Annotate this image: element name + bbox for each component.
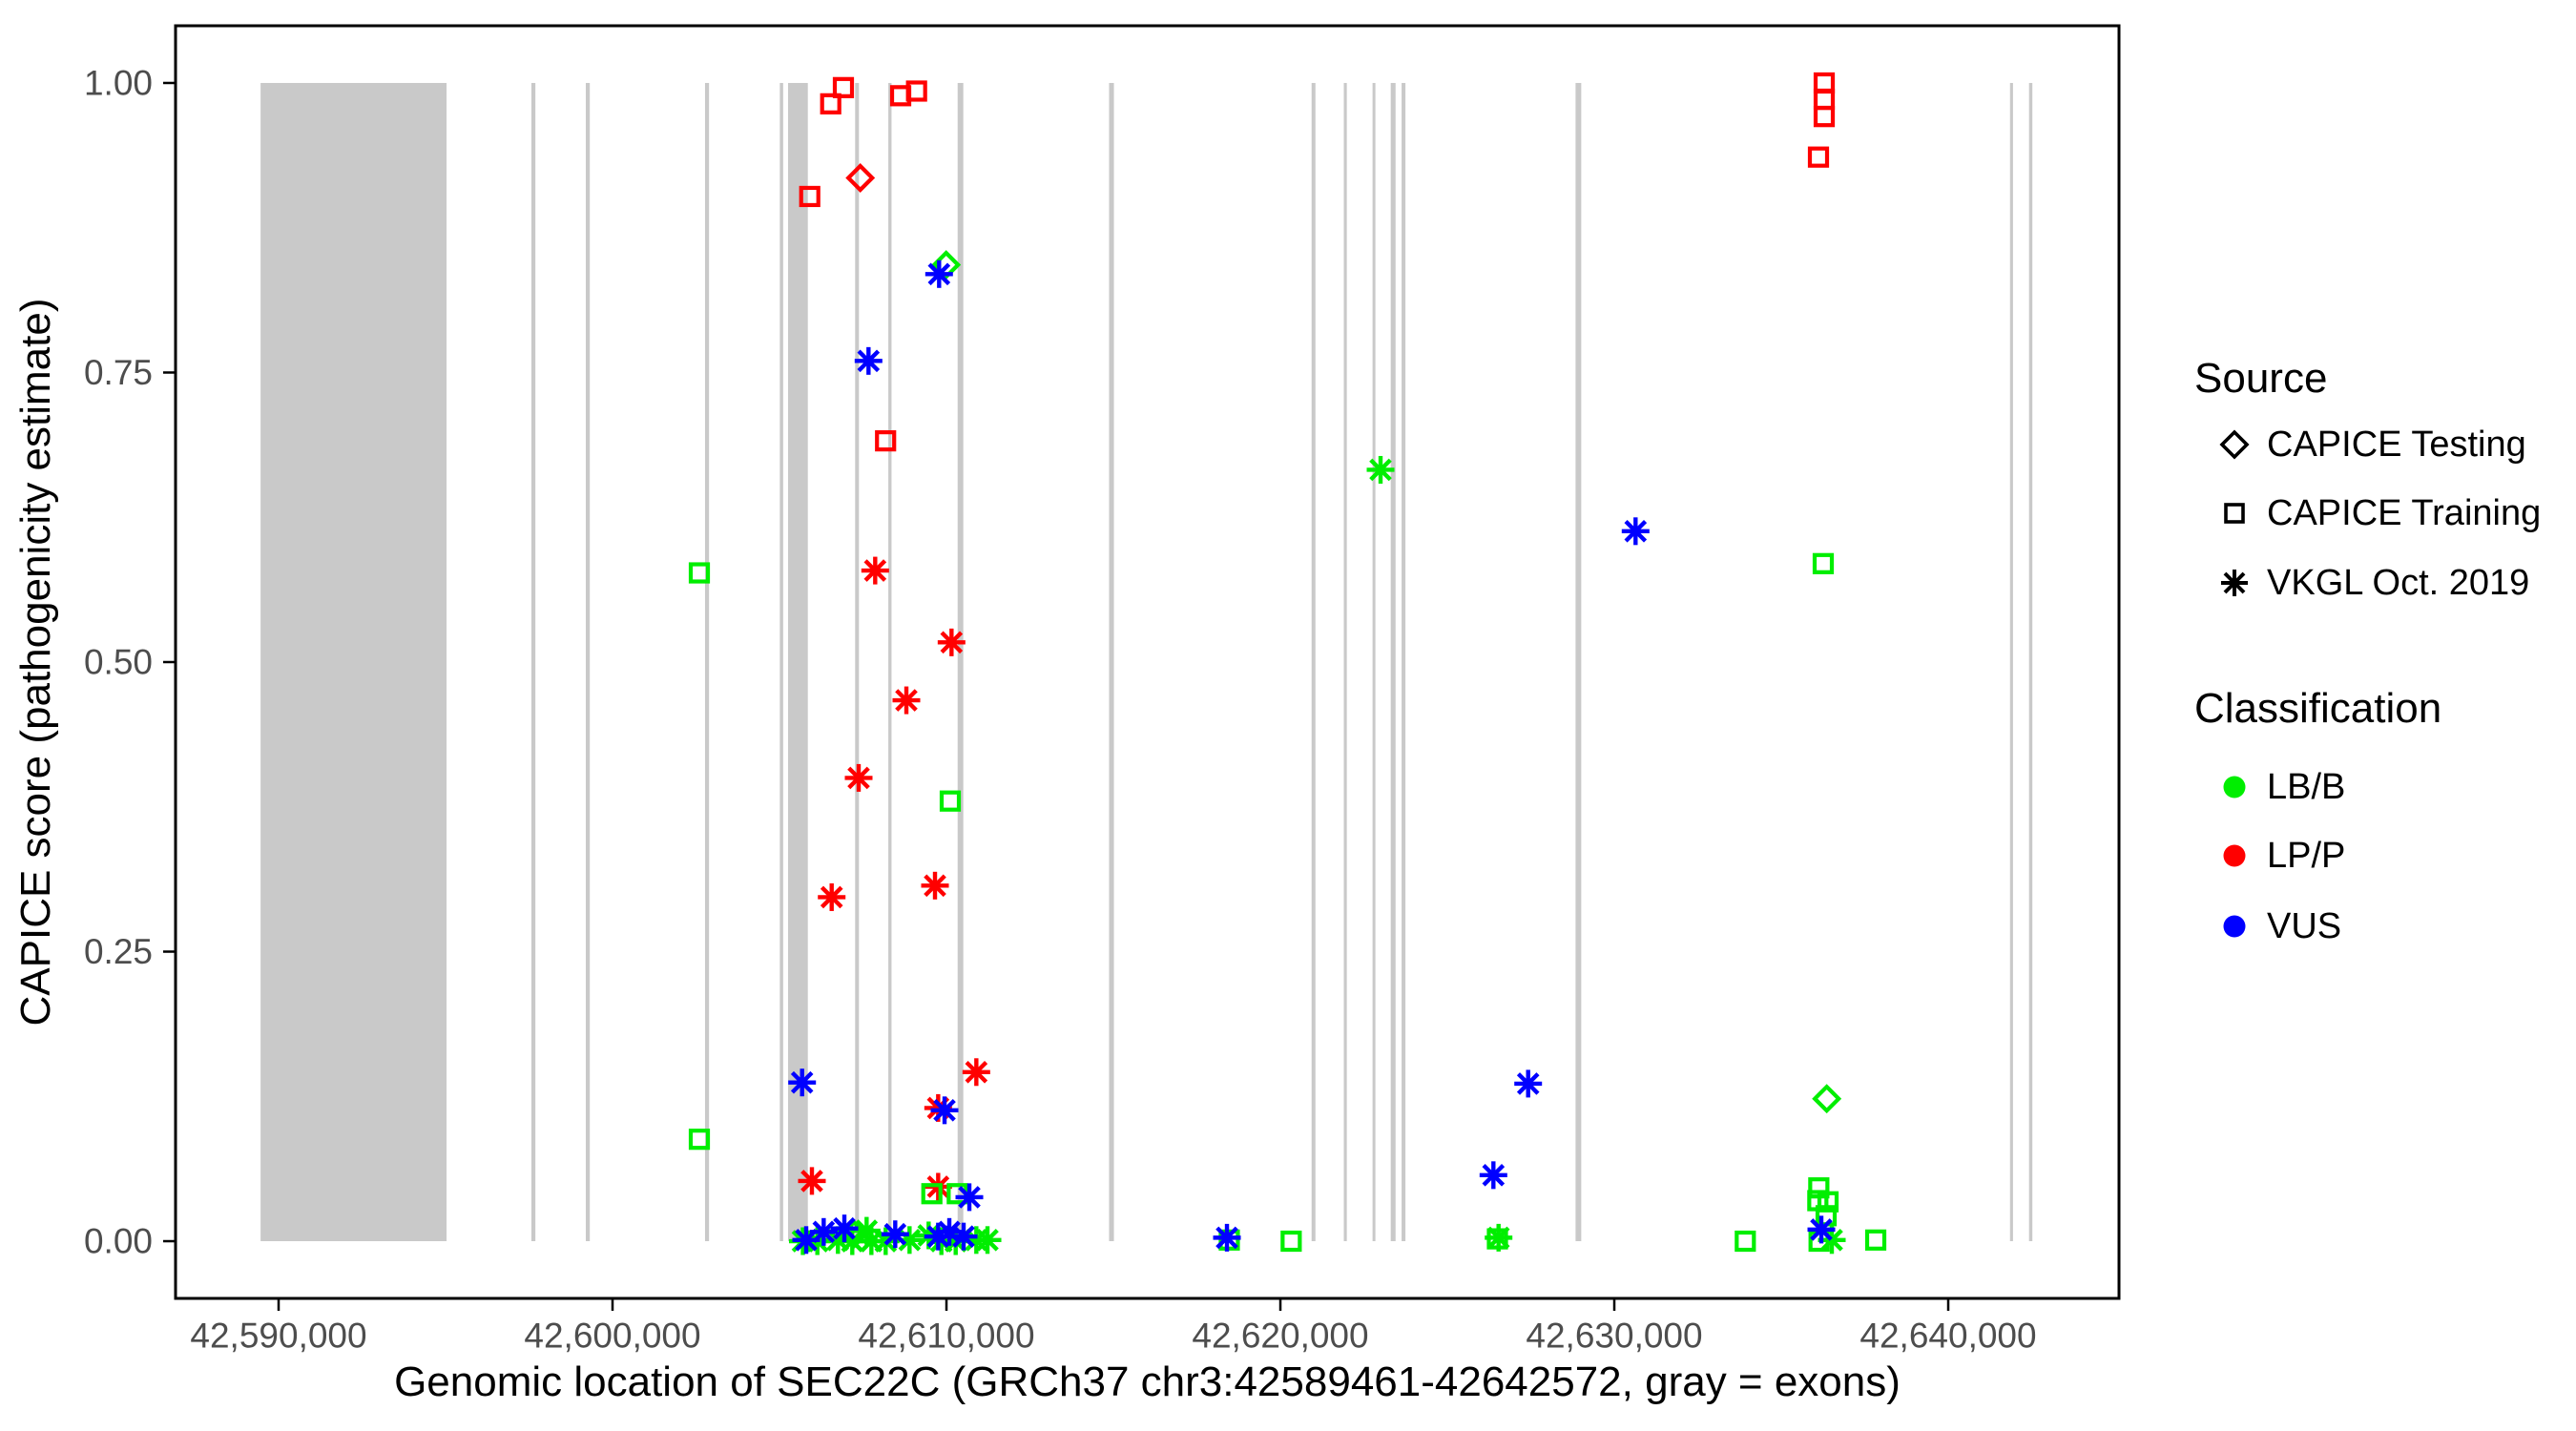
y-tick-label: 0.50 xyxy=(84,643,153,682)
legend-label: LP/P xyxy=(2267,835,2346,876)
data-point xyxy=(949,1222,978,1251)
data-point xyxy=(1213,1223,1241,1252)
exon-band xyxy=(1311,82,1316,1242)
data-point xyxy=(1812,552,1835,574)
data-point xyxy=(861,556,889,585)
legend-label: CAPICE Testing xyxy=(2267,424,2526,465)
data-point xyxy=(844,763,873,792)
data-point xyxy=(905,80,927,102)
legend-item-capice-training: CAPICE Training xyxy=(2208,487,2541,540)
data-point xyxy=(1485,1223,1513,1252)
data-point xyxy=(955,1183,984,1212)
data-point xyxy=(921,1183,943,1205)
data-point xyxy=(818,882,846,911)
square-icon xyxy=(2224,503,2245,524)
exon-band xyxy=(1343,82,1347,1242)
data-point xyxy=(830,1214,859,1243)
legend-label: VUS xyxy=(2267,905,2342,946)
y-tick-label: 1.00 xyxy=(84,63,153,102)
legend-label: LB/B xyxy=(2267,766,2346,807)
x-tick-label: 42,600,000 xyxy=(524,1316,700,1355)
exon-band xyxy=(2028,82,2033,1242)
data-point xyxy=(875,430,897,452)
data-point xyxy=(939,790,962,812)
data-point xyxy=(1366,455,1395,484)
legend-label: VKGL Oct. 2019 xyxy=(2267,562,2530,603)
data-point xyxy=(1735,1230,1756,1253)
y-axis-title: CAPICE score (pathogenicity estimate) xyxy=(12,298,59,1027)
x-tick-label: 42,620,000 xyxy=(1192,1316,1368,1355)
y-tick-label: 0.00 xyxy=(84,1222,153,1261)
data-point xyxy=(924,259,953,288)
data-point xyxy=(937,628,966,656)
data-point xyxy=(1280,1230,1302,1253)
data-point xyxy=(1864,1229,1887,1251)
dot-icon xyxy=(2223,915,2246,938)
data-point xyxy=(930,1096,959,1125)
data-point xyxy=(1812,1084,1842,1114)
exon-band xyxy=(957,82,964,1242)
exon-band xyxy=(586,82,591,1242)
data-point xyxy=(1621,517,1650,546)
y-tick-label: 0.25 xyxy=(84,932,153,971)
data-point xyxy=(799,185,821,208)
data-point xyxy=(1479,1161,1507,1190)
data-point xyxy=(688,562,711,584)
exon-band xyxy=(1372,82,1376,1242)
exon-band xyxy=(788,82,808,1242)
data-point xyxy=(881,1220,909,1249)
asterisk-icon xyxy=(2221,570,2248,596)
data-point xyxy=(854,346,883,375)
data-point xyxy=(1807,1215,1836,1244)
legend-label: CAPICE Training xyxy=(2267,492,2542,533)
data-point xyxy=(973,1226,1002,1255)
exon-band xyxy=(1402,82,1406,1242)
legend-title-source: Source xyxy=(2194,355,2328,402)
exon-band xyxy=(888,82,892,1242)
data-point xyxy=(921,871,949,900)
exon-band xyxy=(530,82,536,1242)
data-point xyxy=(798,1167,826,1195)
exon-band xyxy=(1390,82,1396,1242)
dot-icon xyxy=(2223,844,2246,867)
legend-item-lbb: LB/B xyxy=(2208,760,2345,814)
x-tick-label: 42,590,000 xyxy=(190,1316,366,1355)
panel-border xyxy=(174,24,2121,1300)
data-point xyxy=(1514,1069,1543,1098)
legend-title-classification: Classification xyxy=(2194,685,2442,732)
x-tick-label: 42,610,000 xyxy=(858,1316,1034,1355)
data-point xyxy=(820,93,841,114)
y-tick-label: 0.75 xyxy=(84,353,153,392)
legend-item-vkgl: VKGL Oct. 2019 xyxy=(2208,556,2529,610)
exon-band xyxy=(1109,82,1114,1242)
data-point xyxy=(1807,146,1830,168)
x-axis-title: Genomic location of SEC22C (GRCh37 chr3:… xyxy=(394,1358,1901,1405)
dot-icon xyxy=(2223,776,2246,798)
data-point xyxy=(1218,1229,1240,1251)
exon-band xyxy=(2009,82,2013,1242)
exon-band xyxy=(704,82,710,1242)
exon-band xyxy=(260,82,447,1242)
data-point xyxy=(832,76,855,98)
legend-item-vus: VUS xyxy=(2208,900,2341,953)
x-tick-label: 42,630,000 xyxy=(1526,1316,1702,1355)
legend-item-capice-testing: CAPICE Testing xyxy=(2208,418,2526,471)
data-point xyxy=(1813,106,1836,128)
data-point xyxy=(845,163,876,193)
data-point xyxy=(892,686,921,715)
x-tick-label: 42,640,000 xyxy=(1859,1316,2036,1355)
exon-band xyxy=(779,82,783,1242)
legend-item-lpp: LP/P xyxy=(2208,829,2345,882)
exon-band xyxy=(1575,82,1582,1242)
data-point xyxy=(962,1058,990,1087)
data-point xyxy=(788,1068,817,1097)
exon-band xyxy=(855,82,860,1242)
data-point xyxy=(1817,1191,1839,1213)
data-point xyxy=(809,1217,838,1246)
data-point xyxy=(688,1129,711,1151)
diamond-icon xyxy=(2219,429,2250,460)
